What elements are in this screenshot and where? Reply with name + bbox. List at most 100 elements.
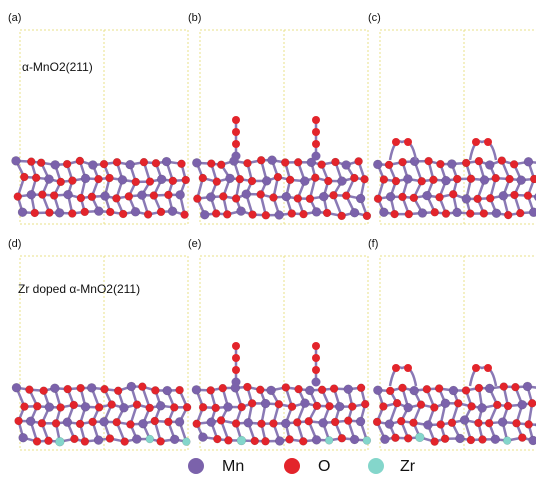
atom: [250, 436, 260, 446]
atom: [105, 434, 115, 443]
atom: [88, 160, 98, 170]
atom: [379, 175, 389, 184]
atom: [300, 398, 310, 408]
atom: [216, 160, 226, 169]
atom: [241, 189, 251, 199]
atom: [322, 208, 332, 218]
atom: [384, 160, 394, 170]
atom: [477, 403, 487, 413]
atom: [281, 191, 292, 202]
atom: [312, 401, 322, 411]
atom: [498, 191, 509, 201]
atom: [256, 385, 265, 395]
atom: [417, 208, 428, 218]
atom: [33, 402, 42, 411]
atom: [304, 416, 313, 426]
atom: [448, 385, 459, 396]
atom: [256, 155, 266, 165]
atom: [505, 174, 514, 184]
atom: [93, 435, 104, 445]
atom: [360, 174, 369, 184]
atom: [125, 159, 135, 170]
atom: [423, 420, 433, 430]
atom: [372, 417, 382, 427]
atom: [132, 434, 142, 444]
atom: [68, 209, 77, 218]
atom: [105, 207, 115, 217]
atom: [392, 398, 402, 408]
atom: [213, 434, 222, 444]
atom: [232, 116, 240, 124]
atom: [435, 193, 444, 202]
atom: [37, 419, 47, 428]
atom: [175, 190, 185, 200]
atom: [63, 384, 72, 394]
atom: [509, 160, 519, 169]
atom: [522, 381, 533, 392]
atom: [206, 192, 216, 202]
atom: [486, 194, 495, 203]
atom: [317, 160, 326, 169]
panel-label: (d): [8, 238, 21, 250]
atom: [261, 437, 270, 446]
atom: [281, 418, 291, 429]
atom: [261, 176, 272, 186]
atom: [299, 437, 308, 446]
atom: [422, 384, 432, 394]
atom: [143, 210, 153, 219]
atom: [473, 194, 482, 204]
panel: (e): [188, 238, 372, 451]
atom: [236, 435, 247, 446]
atom: [372, 159, 383, 170]
atom: [243, 382, 252, 392]
atom: [224, 436, 233, 445]
atom: [13, 192, 23, 201]
atom: [247, 399, 257, 408]
atom: [156, 174, 167, 185]
atom: [80, 173, 91, 184]
atom: [99, 417, 109, 427]
atom: [510, 190, 519, 200]
atom: [236, 206, 246, 216]
atom: [396, 416, 406, 426]
atom: [88, 417, 97, 427]
atom: [472, 138, 480, 146]
atom: [362, 211, 372, 221]
atom: [11, 382, 22, 393]
atom: [274, 399, 284, 409]
atom: [25, 385, 34, 394]
atom: [235, 174, 245, 184]
atom: [36, 158, 46, 167]
atom: [484, 138, 492, 146]
atom: [479, 175, 490, 185]
atom: [76, 193, 86, 203]
atom: [167, 206, 178, 216]
atom: [86, 383, 97, 393]
atom: [232, 128, 240, 136]
atom: [528, 207, 536, 218]
atom: [118, 209, 128, 219]
atom: [318, 418, 328, 428]
atom: [198, 402, 208, 412]
atom: [243, 418, 254, 428]
atom: [145, 434, 155, 444]
atom: [62, 417, 73, 427]
atom: [45, 208, 54, 217]
atom: [373, 385, 383, 395]
atom: [484, 364, 492, 372]
atom: [287, 209, 296, 218]
atom: [211, 209, 221, 218]
atom: [162, 385, 173, 396]
atom: [385, 191, 396, 202]
atom: [55, 436, 65, 447]
atom: [516, 175, 526, 185]
atom: [527, 399, 536, 408]
atom: [404, 138, 412, 146]
atom: [348, 402, 357, 411]
atom: [293, 418, 302, 427]
atom: [337, 176, 347, 186]
atom: [56, 403, 65, 412]
panel-label: (e): [188, 238, 201, 250]
atom: [17, 207, 28, 217]
atom: [518, 433, 527, 442]
